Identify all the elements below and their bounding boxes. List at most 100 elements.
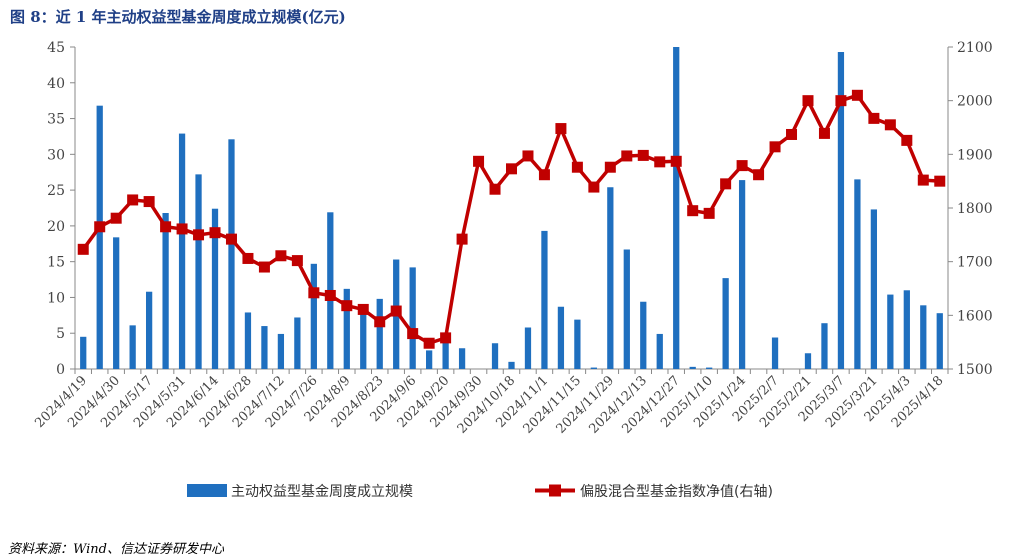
bar [343, 288, 350, 369]
legend-bar-swatch [187, 484, 227, 497]
combo-chart: 0 5 10 15 20 25 30 35 40 45 1500 1600 1700 1800 1900 20… [32, 40, 993, 500]
bar [162, 213, 169, 369]
bar [261, 326, 268, 369]
line-point [275, 250, 287, 262]
bar [491, 343, 499, 369]
line-point [258, 261, 270, 273]
bar [738, 180, 746, 369]
line-point [522, 150, 534, 162]
line-point [143, 196, 155, 208]
line-point [357, 303, 369, 315]
bar [706, 367, 713, 369]
bar [244, 312, 252, 369]
bar [673, 47, 680, 369]
line-point [637, 149, 649, 161]
line-point [407, 328, 419, 340]
bar [145, 291, 153, 369]
bar [442, 336, 449, 369]
axes-layer [70, 46, 953, 374]
chart-title: 图 8：近 1 年主动权益型基金周度成立规模(亿元) [10, 8, 346, 26]
line-point [94, 221, 106, 233]
line-point [110, 212, 122, 224]
line-point [753, 169, 765, 181]
line-point [769, 141, 781, 153]
line-point [440, 332, 452, 344]
line-point [835, 95, 847, 107]
line-point [390, 305, 402, 317]
left-tick-label: 10 [47, 290, 65, 306]
bar [426, 350, 433, 369]
line-point [538, 169, 550, 181]
bar [310, 263, 317, 369]
bar [409, 267, 416, 369]
line-point [571, 161, 583, 173]
bar [821, 323, 828, 369]
line-point [127, 194, 139, 206]
source-note: 资料来源：Wind、信达证券研发中心 [8, 542, 224, 557]
left-tick-label: 5 [56, 326, 65, 342]
bar [541, 230, 548, 369]
left-tick-label: 0 [56, 362, 65, 378]
right-tick-label: 1500 [957, 362, 993, 378]
bar [590, 367, 597, 369]
left-tick-label: 35 [47, 112, 65, 128]
line-point [934, 175, 946, 187]
bar [689, 366, 696, 369]
bar [804, 353, 812, 369]
legend-line-marker [549, 484, 561, 497]
line-point [225, 233, 237, 245]
line-point [901, 134, 913, 146]
line-point [473, 155, 485, 167]
bar [211, 208, 219, 369]
line-point [802, 95, 814, 107]
bar-series [80, 47, 943, 370]
bar [837, 52, 845, 370]
line-point [209, 227, 221, 239]
bar [623, 249, 630, 369]
line-point [291, 255, 303, 267]
bar [854, 179, 861, 369]
line-point [555, 123, 567, 135]
line-series [77, 89, 946, 349]
line-point [308, 287, 320, 299]
bar [607, 187, 614, 369]
line-point [324, 289, 336, 301]
line-point [851, 89, 863, 101]
line-point [423, 337, 435, 349]
line-point [506, 163, 517, 175]
bar [656, 333, 663, 369]
bar [722, 278, 729, 369]
bar [195, 174, 202, 369]
line-point [341, 300, 353, 312]
line-point [818, 127, 830, 139]
bar [458, 348, 466, 369]
bar [524, 327, 532, 369]
bar [113, 237, 120, 369]
line-point [670, 155, 682, 167]
line-point [917, 174, 929, 186]
line-point [720, 178, 732, 190]
bar [508, 361, 515, 369]
right-tick-label: 2100 [957, 40, 993, 56]
bar [360, 305, 367, 369]
line-point [604, 161, 616, 173]
bar [936, 313, 943, 369]
line-point [736, 160, 748, 172]
right-tick-label: 1800 [957, 201, 993, 217]
line-point [868, 112, 880, 124]
line-point [374, 316, 386, 328]
line-point [77, 243, 89, 255]
left-tick-label: 30 [47, 147, 65, 163]
bar [277, 333, 285, 369]
right-tick-label: 1700 [957, 255, 993, 271]
legend: 主动权益型基金周度成立规模 偏股混合型基金指数净值(右轴) [187, 483, 773, 500]
left-tick-label: 20 [47, 219, 65, 235]
left-tick-label: 15 [47, 255, 65, 271]
bar [920, 305, 927, 369]
line-point [242, 252, 254, 264]
bar [96, 105, 103, 370]
bar [903, 290, 910, 369]
bar [294, 317, 301, 369]
line-point [621, 150, 633, 162]
line-point [703, 207, 715, 219]
